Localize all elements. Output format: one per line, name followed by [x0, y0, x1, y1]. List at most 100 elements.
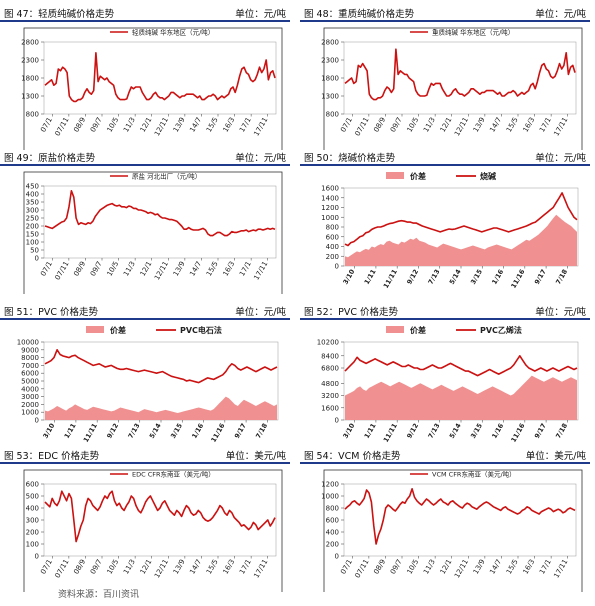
legend-label: 烧碱	[480, 171, 496, 181]
x-tick-label: 07/1	[39, 558, 54, 576]
caption-rule	[0, 318, 290, 320]
x-tick-label: 16/3	[522, 116, 537, 134]
y-tick-label: 800	[326, 505, 339, 513]
x-tick-label: 07/1	[339, 116, 354, 134]
series-line	[44, 190, 276, 237]
x-tick-label: 12/1	[139, 260, 154, 278]
y-tick-label: 600	[26, 481, 39, 489]
x-tick-label: 12/11	[153, 260, 170, 281]
x-tick-label: 5/14	[448, 268, 463, 286]
x-tick-label: 13/9	[472, 116, 487, 134]
x-tick-label: 14/7	[188, 116, 203, 134]
y-tick-label: 9000	[21, 346, 39, 354]
x-tick-label: 16/3	[522, 558, 537, 576]
legend-label: EDC CFR东南亚（美元/吨）	[132, 470, 215, 479]
y-tick-label: 1600	[321, 404, 339, 412]
x-tick-label: 11/16	[509, 422, 526, 444]
series-line	[344, 488, 576, 545]
y-tick-label: 1400	[321, 194, 339, 202]
chart-caption: 图 48：重质纯碱价格走势 单位：元/吨	[300, 4, 590, 22]
plot-area	[43, 41, 277, 115]
x-tick-label: 09/7	[389, 558, 404, 576]
legend-label: 重质纯碱 华东地区（元/吨）	[432, 28, 514, 37]
chart-outer-frame	[23, 27, 283, 150]
chart-svg: 800 1300 1800 2300 2800 07/1 07/11 08/9 09/7 10/5…	[321, 28, 583, 150]
x-tick-label: 12/11	[153, 558, 170, 579]
legend-swatch	[386, 172, 404, 179]
x-tick-label: 08/9	[72, 260, 87, 278]
y-tick-label: 3200	[321, 392, 339, 400]
y-tick-label: 0	[35, 553, 39, 561]
y-tick-label: 8400	[321, 352, 339, 360]
x-tick-label: 1/11	[63, 422, 78, 440]
y-tick-label: 150	[26, 231, 39, 239]
x-tick-label: 11/11	[382, 422, 399, 444]
x-tick-label: 1/16	[490, 268, 505, 286]
chart-outer-frame	[323, 469, 583, 592]
y-tick-label: 1200	[321, 204, 339, 212]
caption-rule	[0, 20, 290, 22]
y-tick-label: 800	[326, 111, 339, 119]
x-tick-label: 09/7	[89, 260, 104, 278]
y-tick-label: 6000	[21, 370, 39, 378]
series-line	[344, 48, 576, 101]
x-tick-label: 10/5	[106, 116, 121, 134]
x-tick-label: 07/1	[39, 116, 54, 134]
x-tick-label: 17/1	[238, 116, 253, 134]
x-tick-label: 17/1	[238, 260, 253, 278]
x-tick-label: 9/17	[533, 268, 548, 286]
chart-svg: 0 200 400 600 800 1000 1200 07/1 07/11 08/9 09/7 10…	[321, 469, 583, 592]
y-tick-label: 4800	[321, 380, 339, 388]
figure-unit: 单位：元/吨	[535, 153, 586, 164]
chart-panel: 图 49：原盐价格走势 单位：元/吨 0 50 100 150 200 250 300 350 40…	[0, 148, 290, 294]
x-tick-label: 12/1	[439, 116, 454, 134]
x-tick-label: 11/11	[382, 268, 399, 290]
y-tick-label: 400	[326, 243, 339, 251]
y-tick-label: 1000	[21, 409, 39, 417]
y-tick-label: 800	[26, 111, 39, 119]
plot-area	[43, 483, 277, 557]
x-tick-label: 11/3	[122, 116, 137, 134]
y-tick-label: 600	[326, 233, 339, 241]
x-tick-label: 14/7	[488, 116, 503, 134]
x-tick-label: 08/9	[72, 558, 87, 576]
y-tick-label: 600	[326, 517, 339, 525]
y-tick-label: 200	[326, 253, 339, 261]
x-tick-label: 7/18	[554, 422, 569, 440]
x-tick-label: 07/1	[39, 260, 54, 278]
series-area-spread	[45, 396, 277, 420]
x-tick-label: 3/10	[341, 422, 356, 440]
y-tick-label: 6800	[321, 365, 339, 373]
chart-panel: 图 50：烧碱价格走势 单位：元/吨 0 200 400 600 800 1000 1200 14…	[300, 148, 590, 294]
x-tick-label: 07/11	[54, 116, 71, 137]
y-tick-label: 1000	[321, 214, 339, 222]
y-tick-label: 200	[26, 223, 39, 231]
x-tick-label: 1/16	[190, 422, 205, 440]
chart-svg: 800 1300 1800 2300 2800 07/1 07/11 08/9 09/7 10/5…	[21, 27, 283, 150]
x-tick-label: 10/5	[106, 558, 121, 576]
x-tick-label: 15/5	[205, 260, 220, 278]
x-tick-label: 17/11	[552, 558, 569, 579]
y-tick-label: 400	[326, 529, 339, 537]
x-tick-label: 15/5	[205, 558, 220, 576]
x-tick-label: 17/11	[252, 116, 269, 137]
x-tick-label: 3/15	[469, 422, 484, 440]
x-tick-label: 10/5	[406, 558, 421, 576]
x-tick-label: 12/1	[439, 558, 454, 576]
chart-svg: 0100020003000400050006000700080009000100…	[17, 325, 279, 444]
x-tick-label: 13/9	[172, 116, 187, 134]
legend-label: PVC乙烯法	[480, 325, 522, 335]
series-area-spread	[345, 214, 577, 266]
x-tick-label: 3/10	[341, 268, 356, 286]
plot-area	[343, 483, 577, 557]
x-tick-label: 16/3	[222, 558, 237, 576]
legend-label: PVC电石法	[180, 325, 222, 335]
x-tick-label: 07/11	[54, 260, 71, 281]
x-tick-label: 12/11	[153, 116, 170, 137]
x-tick-label: 07/11	[354, 116, 371, 137]
legend-label: 轻质纯碱 华东地区（元/吨）	[132, 28, 214, 37]
y-tick-label: 400	[26, 505, 39, 513]
y-tick-label: 2800	[21, 39, 39, 47]
series-line	[44, 52, 276, 103]
x-tick-label: 16/3	[222, 260, 237, 278]
